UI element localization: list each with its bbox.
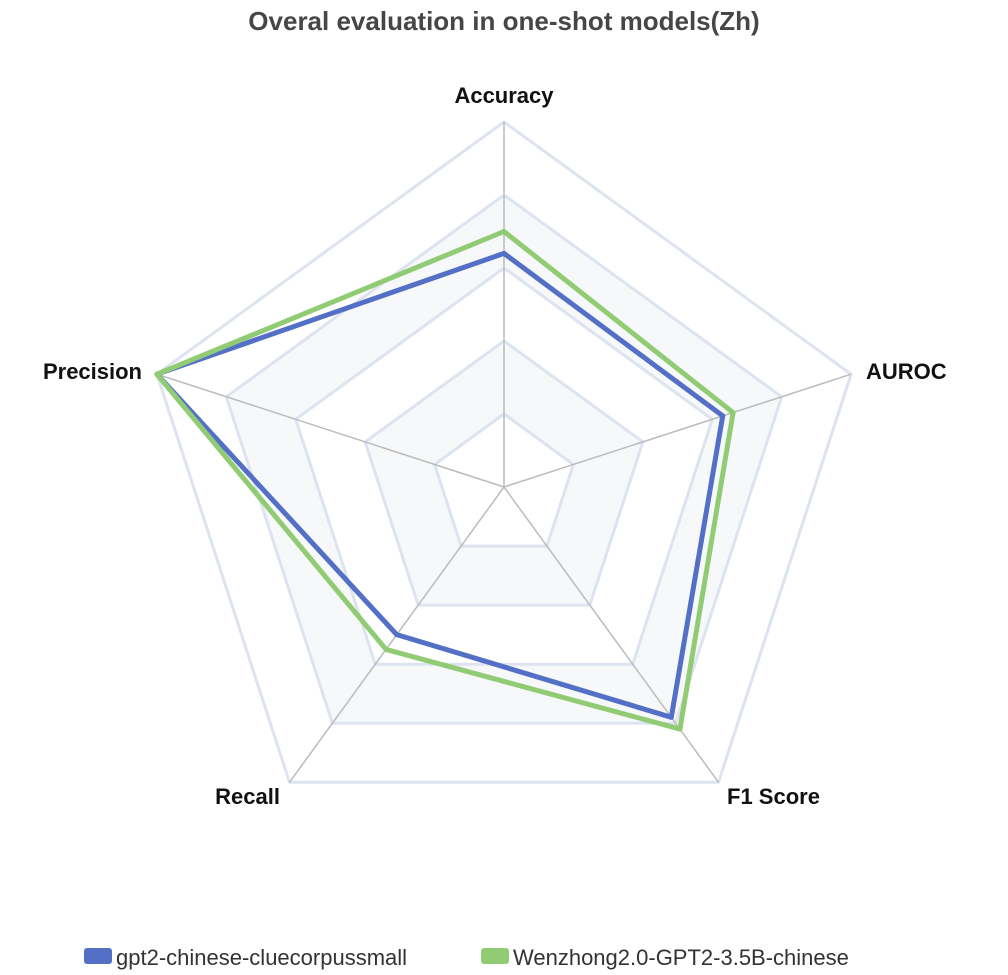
series-2-point-2[interactable] [731, 410, 736, 415]
series-2-point-4[interactable] [384, 647, 389, 652]
axis-label-recall: Recall [215, 784, 280, 809]
legend-label-series-2: Wenzhong2.0-GPT2-3.5B-chinese [513, 945, 849, 970]
axis-label-auroc: AUROC [866, 359, 947, 384]
legend-swatch-series-1 [84, 948, 112, 964]
series-2-point-5[interactable] [154, 372, 159, 377]
series-1-point-2[interactable] [720, 413, 725, 418]
series-1-point-3[interactable] [669, 715, 674, 720]
legend-label-series-1: gpt2-chinese-cluecorpussmall [116, 945, 407, 970]
legend-swatch-series-2 [481, 948, 509, 964]
chart-title: Overal evaluation in one-shot models(Zh) [248, 6, 759, 36]
legend: gpt2-chinese-cluecorpussmall Wenzhong2.0… [84, 945, 849, 970]
series-2-point-1[interactable] [502, 229, 507, 234]
series-2-point-3[interactable] [677, 727, 682, 732]
series-1-point-1[interactable] [502, 251, 507, 256]
axis-label-accuracy: Accuracy [454, 83, 554, 108]
legend-item-series-2[interactable]: Wenzhong2.0-GPT2-3.5B-chinese [481, 945, 849, 970]
axis-label-precision: Precision [43, 359, 142, 384]
legend-item-series-1[interactable]: gpt2-chinese-cluecorpussmall [84, 945, 407, 970]
series-1-point-4[interactable] [394, 632, 399, 637]
axis-label-f1-score: F1 Score [727, 784, 820, 809]
